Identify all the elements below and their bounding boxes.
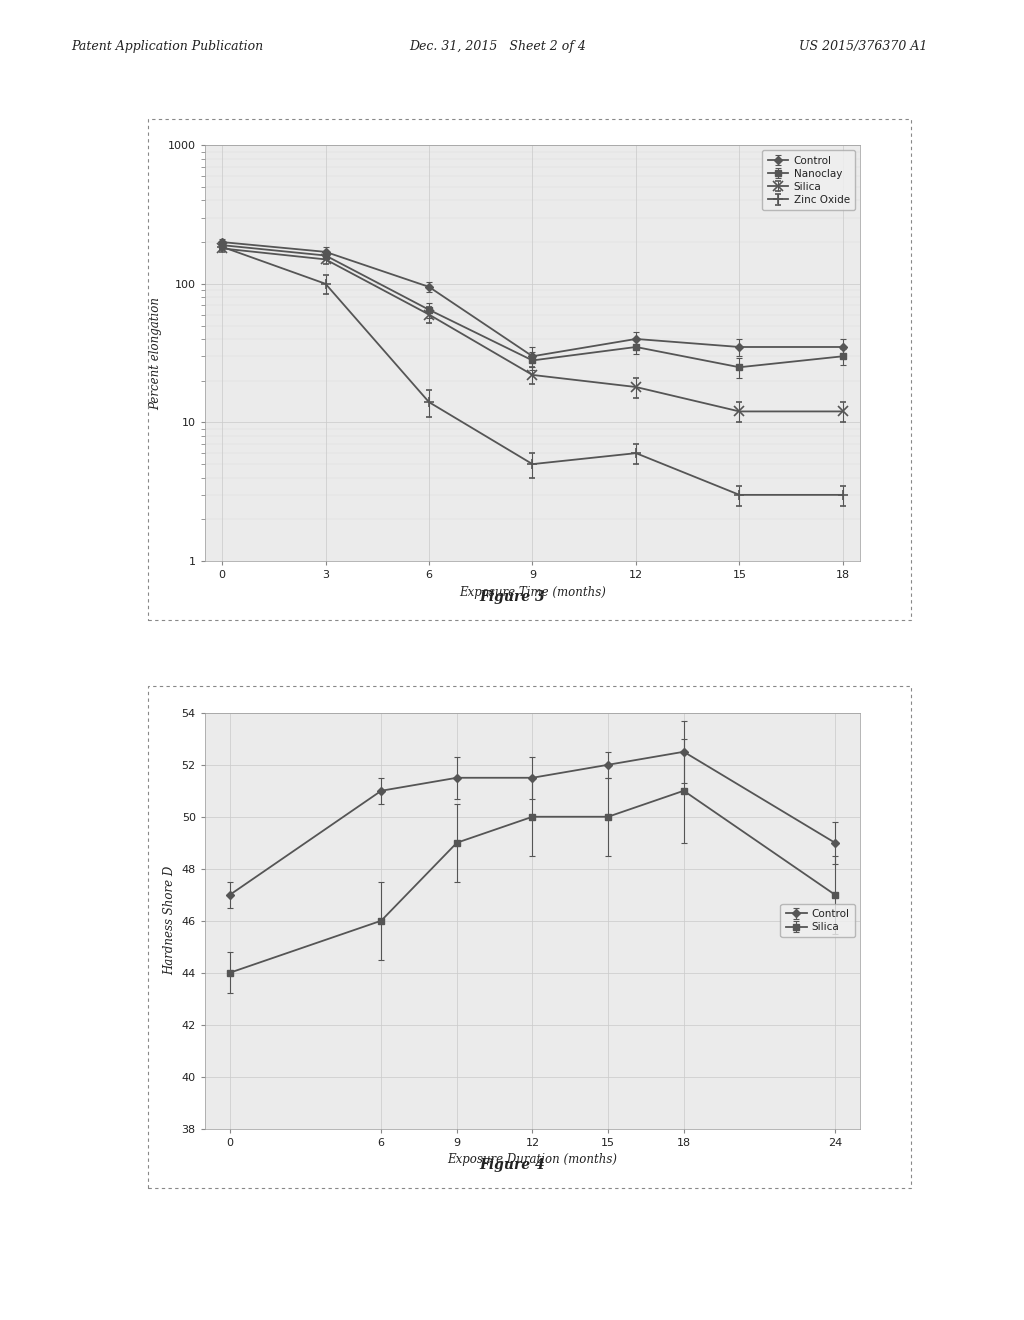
Text: Dec. 31, 2015   Sheet 2 of 4: Dec. 31, 2015 Sheet 2 of 4 — [410, 40, 587, 53]
Legend: Control, Nanoclay, Silica, Zinc Oxide: Control, Nanoclay, Silica, Zinc Oxide — [763, 150, 855, 210]
X-axis label: Exposure Time (months): Exposure Time (months) — [459, 586, 606, 598]
Y-axis label: Percent elongation: Percent elongation — [150, 297, 162, 409]
X-axis label: Exposure Duration (months): Exposure Duration (months) — [447, 1154, 617, 1166]
Text: Patent Application Publication: Patent Application Publication — [72, 40, 264, 53]
Text: Figure 3: Figure 3 — [479, 590, 545, 605]
Y-axis label: Hardness Shore D: Hardness Shore D — [163, 866, 176, 975]
Text: Figure 4: Figure 4 — [479, 1158, 545, 1172]
Text: US 2015/376370 A1: US 2015/376370 A1 — [799, 40, 927, 53]
Legend: Control, Silica: Control, Silica — [780, 904, 855, 937]
